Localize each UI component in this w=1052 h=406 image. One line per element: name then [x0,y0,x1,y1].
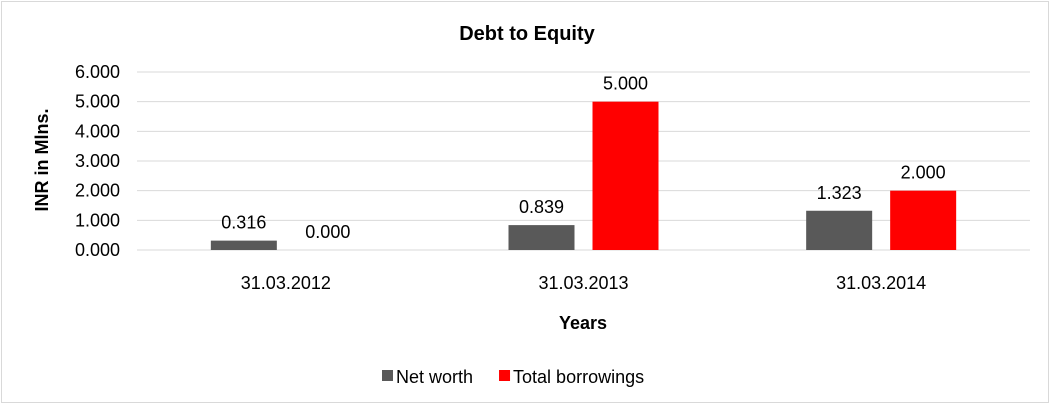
y-tick-label: 2.000 [75,181,120,201]
bar-net-worth [508,225,575,250]
chart-title: Debt to Equity [459,23,595,45]
data-label: 0.000 [305,222,350,242]
legend-swatch [499,370,511,381]
data-label: 0.316 [221,213,266,233]
data-label: 1.323 [817,183,862,203]
bar-total-borrowings [592,101,659,251]
x-axis-label: Years [559,313,607,333]
y-tick-label: 1.000 [75,210,120,230]
y-tick-label: 0.000 [75,240,120,260]
bar-net-worth [210,240,277,250]
legend-swatch [382,370,393,381]
y-tick-label: 3.000 [75,151,120,171]
y-axis-label: INR in Mlns. [32,109,52,212]
y-tick-label: 4.000 [75,121,120,141]
x-tick-label: 31.03.2014 [836,273,926,293]
legend-label: Net worth [396,367,473,387]
y-tick-label: 6.000 [75,62,120,82]
data-label: 5.000 [603,74,648,94]
legend-label: Total borrowings [513,367,644,387]
x-tick-label: 31.03.2012 [241,273,331,293]
y-tick-label: 5.000 [75,92,120,112]
bar-total-borrowings [890,190,957,250]
data-label: 0.839 [519,197,564,217]
bar-net-worth [806,210,873,250]
data-label: 2.000 [901,163,946,183]
x-tick-label: 31.03.2013 [538,273,628,293]
